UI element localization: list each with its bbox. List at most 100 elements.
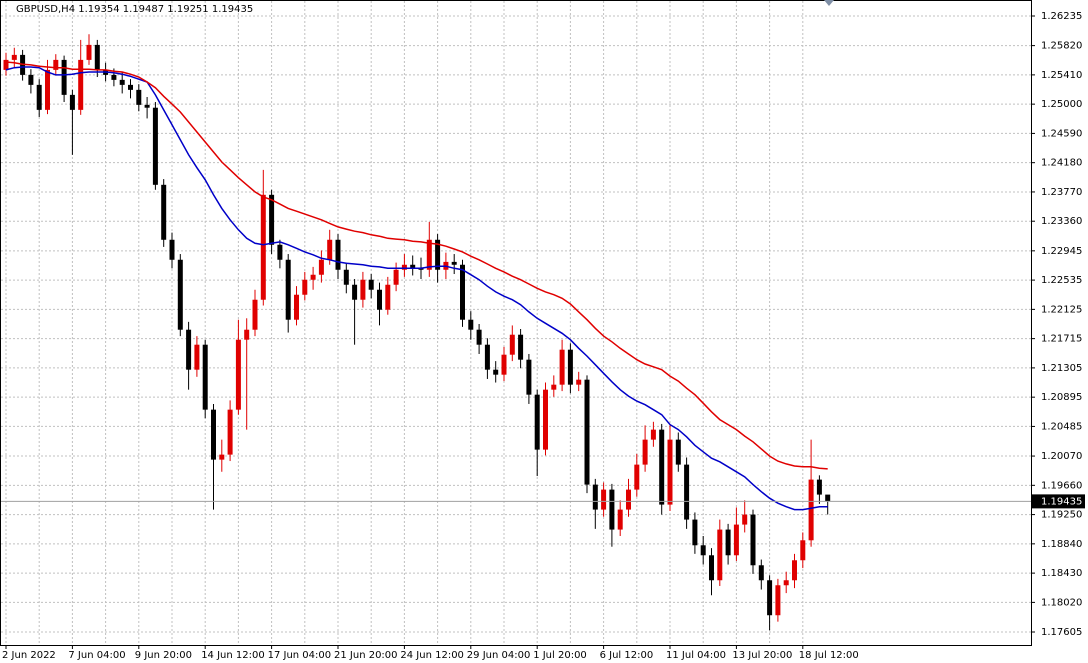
candle-body — [733, 524, 739, 556]
candle-body — [111, 74, 117, 80]
candle-body — [692, 519, 698, 546]
candle-body — [227, 409, 233, 455]
candle-body — [576, 379, 582, 385]
candle-body — [808, 479, 814, 541]
y-tick-label: 1.17605 — [1041, 627, 1082, 638]
y-tick-label: 1.19660 — [1041, 480, 1082, 491]
y-tick-label: 1.25000 — [1041, 99, 1082, 110]
candle-body — [543, 389, 548, 450]
candle-body — [775, 585, 781, 616]
candle-body — [211, 409, 216, 460]
candle-body — [659, 429, 665, 505]
candle-body — [327, 239, 333, 260]
candle-body — [742, 514, 748, 525]
candle-body — [86, 44, 92, 60]
x-tick-label: 6 Jul 12:00 — [600, 650, 654, 661]
candle-body — [11, 54, 17, 60]
candle-body — [642, 439, 648, 465]
candle-body — [219, 454, 225, 460]
candle-body — [684, 464, 690, 520]
candle-body — [526, 359, 532, 395]
candle-body — [725, 529, 731, 556]
y-tick-label: 1.22125 — [1041, 304, 1082, 315]
x-tick-label: 21 Jun 20:00 — [334, 650, 398, 661]
candle-body — [783, 580, 789, 586]
candle-body — [310, 274, 316, 280]
candle-body — [352, 284, 358, 300]
candle-body — [825, 494, 831, 502]
candle-body — [567, 349, 573, 385]
candle-body — [592, 484, 598, 510]
candle-body — [650, 429, 656, 440]
candle-body — [277, 244, 283, 260]
y-tick-label: 1.26235 — [1041, 11, 1082, 22]
candle-body — [343, 269, 349, 285]
y-tick-label: 1.23360 — [1041, 216, 1082, 227]
candle-body — [269, 194, 275, 245]
candle-body — [36, 84, 42, 110]
candle-body — [584, 379, 590, 485]
candle-body — [152, 107, 158, 185]
candle-body — [202, 344, 208, 410]
candle-body — [169, 239, 175, 260]
candle-body — [294, 294, 299, 320]
candle-body — [800, 540, 806, 561]
x-tick-label: 2 Jun 2022 — [2, 650, 56, 661]
chart-title: GBPUSD,H4 1.19354 1.19487 1.19251 1.1943… — [16, 4, 253, 15]
candle-body — [144, 104, 150, 108]
candle-body — [401, 264, 407, 270]
candle-body — [128, 84, 133, 90]
candle-body — [78, 59, 84, 110]
candle-body — [69, 94, 75, 110]
candle-body — [700, 545, 706, 556]
candle-body — [177, 259, 183, 330]
candle-body — [53, 59, 59, 70]
candle-body — [244, 329, 250, 340]
candle-body — [601, 489, 607, 510]
x-tick-label: 13 Jul 20:00 — [732, 650, 792, 661]
candle-body — [385, 284, 391, 310]
candle-body — [186, 329, 192, 370]
candle-body — [460, 264, 465, 320]
candle-body — [493, 369, 499, 375]
y-tick-label: 1.24180 — [1041, 158, 1082, 169]
candle-body — [194, 344, 200, 370]
candle-body — [94, 44, 100, 70]
candle-body — [252, 299, 258, 330]
candle-body — [501, 354, 507, 375]
candle-body — [816, 479, 822, 495]
candle-body — [717, 529, 723, 581]
x-tick-label: 7 Jun 04:00 — [68, 650, 125, 661]
candle-body — [626, 489, 631, 510]
ma-line — [5, 66, 828, 511]
candle-body — [551, 384, 557, 390]
candle-body — [318, 259, 324, 275]
x-tick-label: 29 Jun 04:00 — [467, 650, 531, 661]
candle-body — [235, 339, 241, 410]
y-tick-label: 1.25820 — [1041, 41, 1082, 52]
x-tick-label: 14 Jun 12:00 — [201, 650, 265, 661]
candle-body — [709, 555, 714, 581]
candle-body — [393, 269, 399, 285]
ma-line — [5, 61, 828, 470]
candle-body — [3, 59, 9, 70]
y-tick-label: 1.20895 — [1041, 392, 1082, 403]
candle-body — [45, 69, 50, 110]
y-tick-label: 1.20485 — [1041, 421, 1082, 432]
candle-body — [617, 509, 623, 530]
candle-body — [484, 344, 490, 370]
y-tick-label: 1.24590 — [1041, 128, 1082, 139]
candle-body — [468, 319, 474, 330]
candle-body — [451, 261, 457, 265]
candle-body — [667, 439, 673, 505]
x-tick-label: 9 Jun 20:00 — [135, 650, 192, 661]
y-tick-label: 1.22535 — [1041, 275, 1082, 286]
y-tick-label: 1.25410 — [1041, 70, 1082, 81]
x-tick-label: 1 Jul 20:00 — [533, 650, 587, 661]
y-tick-label: 1.19250 — [1041, 510, 1082, 521]
candle-body — [476, 329, 482, 345]
y-tick-label: 1.21305 — [1041, 363, 1082, 374]
candle-body — [119, 79, 125, 85]
candle-body — [377, 289, 382, 310]
